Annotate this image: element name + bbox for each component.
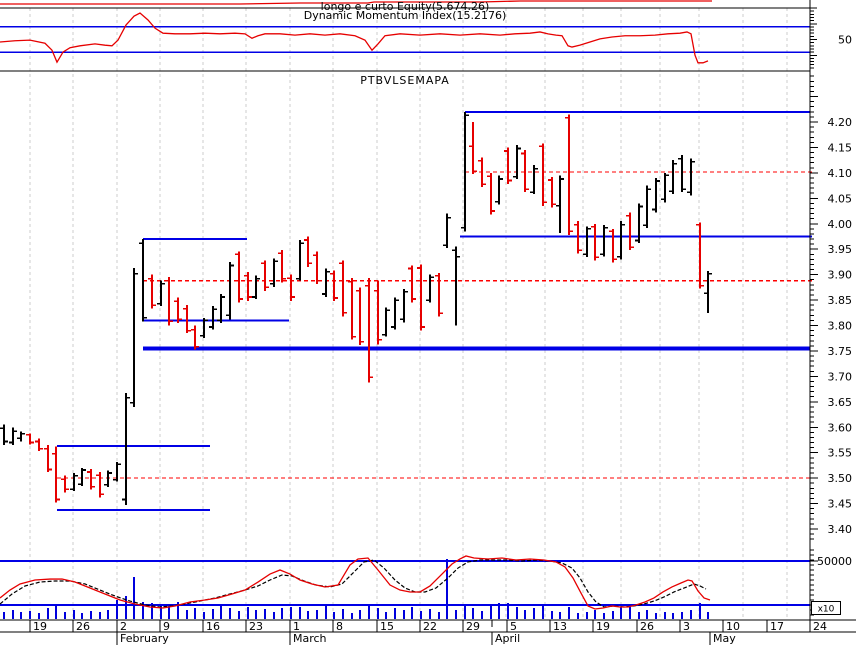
- svg-text:3.65: 3.65: [828, 396, 853, 409]
- svg-text:3.70: 3.70: [828, 370, 853, 383]
- svg-text:4.00: 4.00: [828, 218, 853, 231]
- svg-text:2: 2: [120, 620, 127, 633]
- svg-text:3.60: 3.60: [828, 421, 853, 434]
- svg-text:3.90: 3.90: [828, 269, 853, 282]
- price-bars: [0, 111, 712, 506]
- svg-text:16: 16: [206, 620, 220, 633]
- svg-text:13: 13: [553, 620, 567, 633]
- svg-text:3.50: 3.50: [828, 472, 853, 485]
- svg-text:23: 23: [249, 620, 263, 633]
- svg-text:29: 29: [466, 620, 480, 633]
- svg-text:24: 24: [813, 620, 827, 633]
- svg-text:3.75: 3.75: [828, 345, 853, 358]
- indicator-title: Dynamic Momentum Index(15.2176): [303, 9, 507, 22]
- y-axis: 50 4.20 4.15 4.10 4.05 4.00 3.95 3.90 3.85 3.80 3.…: [0, 0, 852, 620]
- svg-text:4.10: 4.10: [828, 167, 853, 180]
- svg-text:3.80: 3.80: [828, 320, 853, 333]
- svg-text:17: 17: [770, 620, 784, 633]
- svg-text:50000: 50000: [817, 555, 852, 568]
- svg-text:3.95: 3.95: [828, 243, 853, 256]
- gridlines: [29, 8, 788, 620]
- svg-text:3.45: 3.45: [828, 498, 853, 511]
- scale-multiplier-box: x10: [811, 601, 841, 615]
- svg-text:4.05: 4.05: [828, 192, 853, 205]
- svg-text:26: 26: [640, 620, 654, 633]
- svg-text:x10: x10: [818, 605, 835, 615]
- svg-text:3.40: 3.40: [828, 523, 853, 536]
- symbol-title: PTBVLSEMAPA: [360, 74, 450, 87]
- svg-text:May: May: [713, 632, 736, 645]
- volume-oscillator-panel: [0, 555, 810, 619]
- svg-text:15: 15: [380, 620, 394, 633]
- svg-text:3.55: 3.55: [828, 447, 853, 460]
- svg-text:10: 10: [726, 620, 740, 633]
- svg-text:19: 19: [596, 620, 610, 633]
- svg-text:50: 50: [838, 34, 852, 47]
- svg-text:22: 22: [423, 620, 437, 633]
- svg-text:19: 19: [33, 620, 47, 633]
- svg-text:February: February: [120, 632, 169, 645]
- svg-text:26: 26: [76, 620, 90, 633]
- annotation-lines: [57, 110, 812, 512]
- svg-text:3: 3: [683, 620, 690, 633]
- svg-text:1: 1: [293, 620, 300, 633]
- top-indicator-panel: [0, 0, 810, 64]
- svg-text:4.20: 4.20: [828, 116, 853, 129]
- equity-title: longo e curto Equity(5.674.26): [320, 0, 490, 13]
- svg-text:9: 9: [163, 620, 170, 633]
- svg-text:4.15: 4.15: [828, 141, 853, 154]
- svg-text:April: April: [495, 632, 520, 645]
- svg-text:5: 5: [510, 620, 517, 633]
- x-axis: 19 26 2 9 16 23 1 8 15 22 29 5 13 19 26 3 10 17 24February…: [0, 619, 856, 645]
- svg-text:8: 8: [336, 620, 343, 633]
- svg-text:3.85: 3.85: [828, 294, 853, 307]
- svg-text:March: March: [293, 632, 327, 645]
